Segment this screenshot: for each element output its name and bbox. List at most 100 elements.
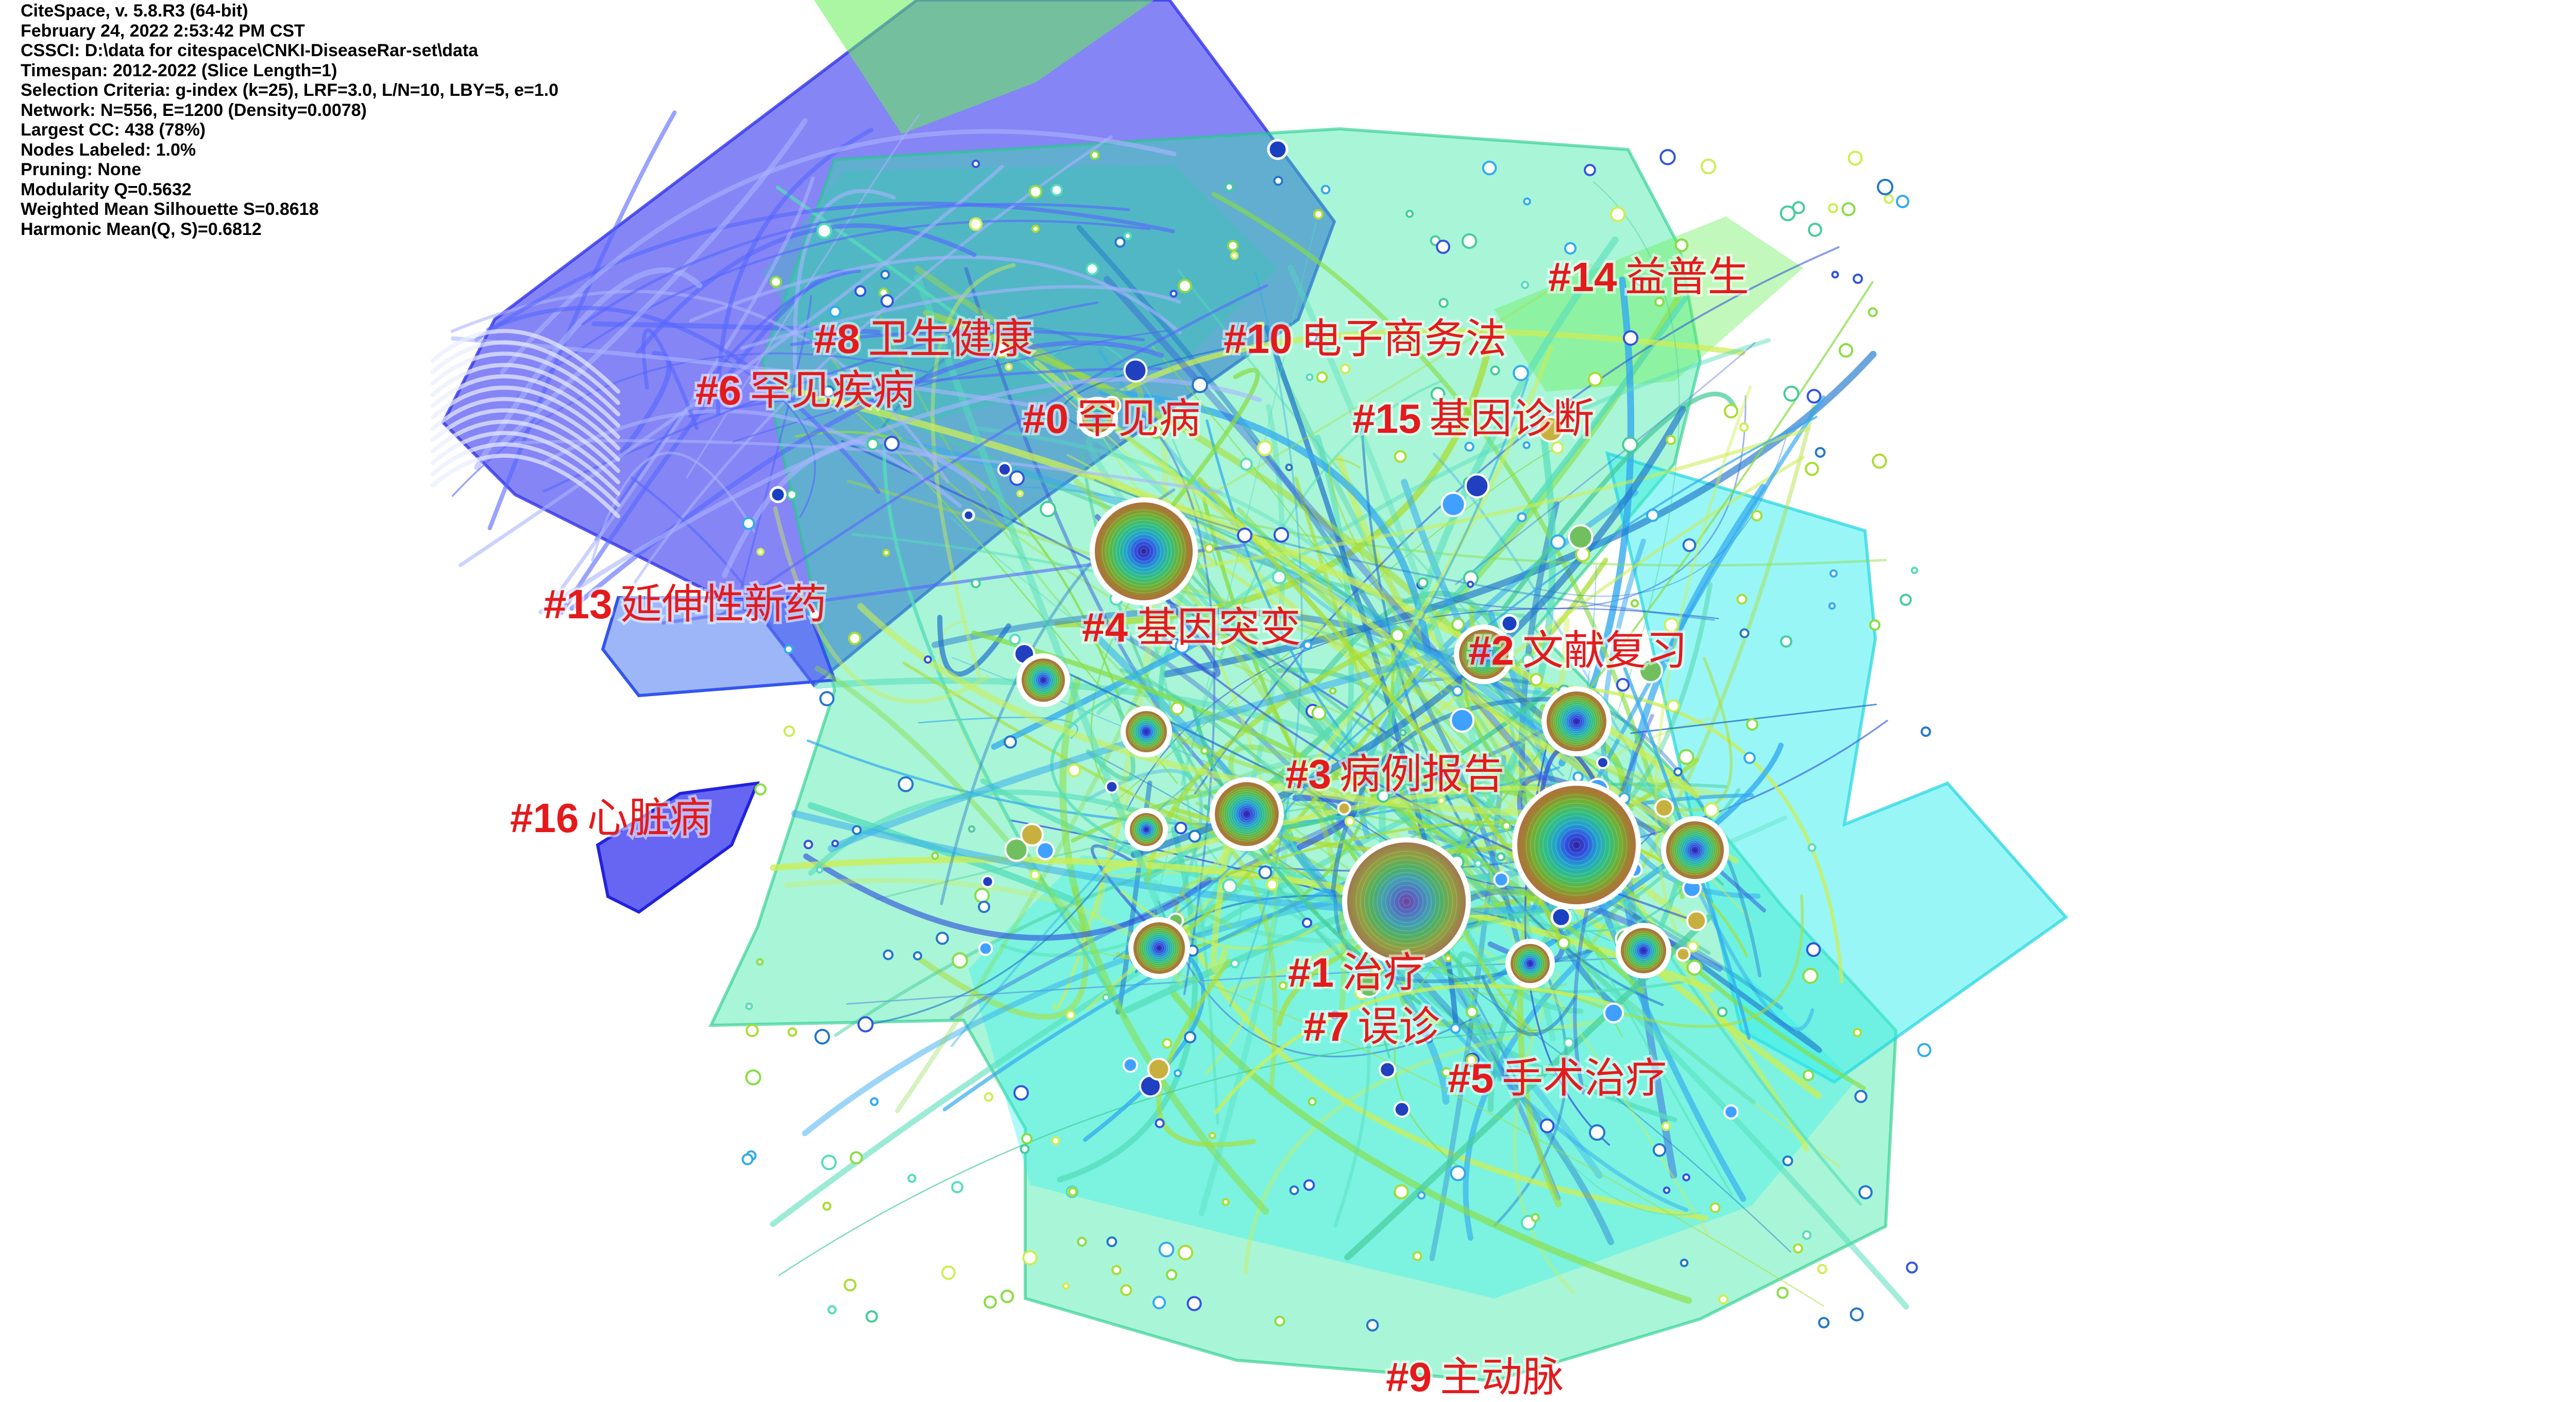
network-node[interactable] — [907, 1174, 917, 1183]
network-node[interactable] — [1808, 223, 1822, 237]
network-node[interactable] — [1776, 1287, 1789, 1299]
network-node[interactable] — [1587, 371, 1603, 387]
network-node[interactable] — [787, 1027, 798, 1037]
network-node[interactable] — [1654, 798, 1674, 818]
network-node[interactable] — [1596, 756, 1609, 769]
network-node[interactable] — [1917, 1043, 1931, 1057]
network-node[interactable] — [1204, 543, 1214, 553]
network-node[interactable] — [1266, 879, 1278, 891]
cluster-label-4[interactable]: #4 基因突变 — [1079, 601, 1303, 654]
network-node[interactable] — [822, 1202, 832, 1211]
hub-node[interactable] — [1095, 502, 1193, 600]
network-node[interactable] — [1723, 403, 1739, 419]
network-node[interactable] — [1399, 729, 1407, 737]
network-node[interactable] — [1274, 1315, 1285, 1327]
network-node[interactable] — [1451, 617, 1465, 632]
hub-node[interactable] — [1130, 813, 1163, 846]
network-node[interactable] — [1450, 1165, 1466, 1181]
cluster-label-15[interactable]: #15 基因诊断 — [1350, 392, 1597, 445]
network-node[interactable] — [1329, 687, 1337, 695]
network-node[interactable] — [1663, 1186, 1671, 1194]
network-node[interactable] — [1152, 1295, 1166, 1310]
network-node[interactable] — [1120, 1284, 1132, 1296]
cluster-label-5[interactable]: #5 手术治疗 — [1445, 1052, 1669, 1105]
cluster-label-1[interactable]: #1 治疗 — [1285, 946, 1427, 999]
network-node[interactable] — [1148, 425, 1163, 439]
network-node[interactable] — [1622, 436, 1638, 453]
network-node[interactable] — [1482, 160, 1497, 176]
network-node[interactable] — [968, 825, 976, 833]
network-node[interactable] — [1273, 527, 1290, 543]
cluster-label-8[interactable]: #8 卫生健康 — [811, 312, 1036, 365]
network-node[interactable] — [843, 1278, 857, 1292]
network-node[interactable] — [1850, 1307, 1864, 1322]
network-node[interactable] — [1513, 365, 1529, 381]
network-node[interactable] — [931, 852, 939, 860]
network-node[interactable] — [1313, 209, 1324, 220]
network-node[interactable] — [854, 285, 867, 297]
network-node[interactable] — [1337, 801, 1351, 816]
network-node[interactable] — [1366, 1319, 1379, 1332]
network-node[interactable] — [1736, 594, 1748, 605]
network-node[interactable] — [1682, 538, 1697, 552]
network-node[interactable] — [1831, 271, 1839, 279]
network-node[interactable] — [857, 1016, 874, 1033]
network-node[interactable] — [1009, 470, 1025, 486]
network-node[interactable] — [1357, 973, 1381, 998]
network-node[interactable] — [742, 517, 755, 530]
network-node[interactable] — [1806, 942, 1821, 957]
network-node[interactable] — [952, 952, 968, 969]
network-node[interactable] — [1422, 1008, 1431, 1018]
network-node[interactable] — [1743, 752, 1756, 764]
network-node[interactable] — [1828, 602, 1836, 610]
network-node[interactable] — [1659, 149, 1676, 165]
network-node[interactable] — [1016, 489, 1024, 498]
network-node[interactable] — [1739, 422, 1749, 432]
network-node[interactable] — [1158, 1241, 1175, 1258]
network-node[interactable] — [1828, 203, 1838, 213]
network-node[interactable] — [974, 888, 990, 903]
network-node[interactable] — [784, 644, 794, 654]
network-node[interactable] — [1106, 1236, 1117, 1247]
network-node[interactable] — [1452, 685, 1463, 697]
cluster-label-14[interactable]: #14 益普生 — [1546, 250, 1751, 303]
hub-node[interactable] — [1022, 658, 1065, 702]
network-node[interactable] — [1718, 1294, 1728, 1305]
network-node[interactable] — [1496, 852, 1505, 862]
hub-node[interactable] — [1082, 402, 1113, 433]
network-node[interactable] — [1852, 1027, 1862, 1038]
network-node[interactable] — [981, 875, 994, 888]
network-node[interactable] — [1450, 1023, 1461, 1034]
network-node[interactable] — [1344, 816, 1355, 827]
network-node[interactable] — [829, 306, 841, 318]
network-node[interactable] — [1440, 492, 1466, 517]
network-node[interactable] — [1267, 139, 1289, 160]
network-node[interactable] — [821, 1154, 837, 1171]
hub-node[interactable] — [1126, 711, 1167, 752]
network-node[interactable] — [1050, 183, 1063, 197]
network-node[interactable] — [1222, 879, 1238, 894]
network-node[interactable] — [1257, 321, 1265, 329]
network-node[interactable] — [1638, 658, 1663, 683]
network-node[interactable] — [1682, 1173, 1690, 1181]
network-node[interactable] — [1589, 1124, 1605, 1141]
network-node[interactable] — [1170, 701, 1184, 716]
network-node[interactable] — [1678, 749, 1694, 765]
network-node[interactable] — [1272, 569, 1287, 585]
network-node[interactable] — [1394, 450, 1407, 463]
cluster-label-6[interactable]: #6 罕见疾病 — [693, 364, 917, 417]
network-node[interactable] — [814, 1028, 831, 1045]
hub-node[interactable] — [1215, 782, 1279, 846]
network-node[interactable] — [1514, 427, 1523, 436]
network-node[interactable] — [1461, 233, 1478, 249]
network-node[interactable] — [1187, 1296, 1202, 1311]
cluster-label-0[interactable]: #0 罕见病 — [1020, 392, 1203, 445]
network-node[interactable] — [1575, 547, 1590, 562]
network-node[interactable] — [1466, 1006, 1478, 1018]
network-node[interactable] — [1436, 240, 1450, 254]
network-node[interactable] — [1306, 373, 1314, 381]
network-node[interactable] — [1031, 225, 1040, 233]
network-node[interactable] — [1450, 708, 1475, 733]
network-node[interactable] — [1746, 718, 1758, 731]
network-node[interactable] — [1236, 527, 1253, 544]
